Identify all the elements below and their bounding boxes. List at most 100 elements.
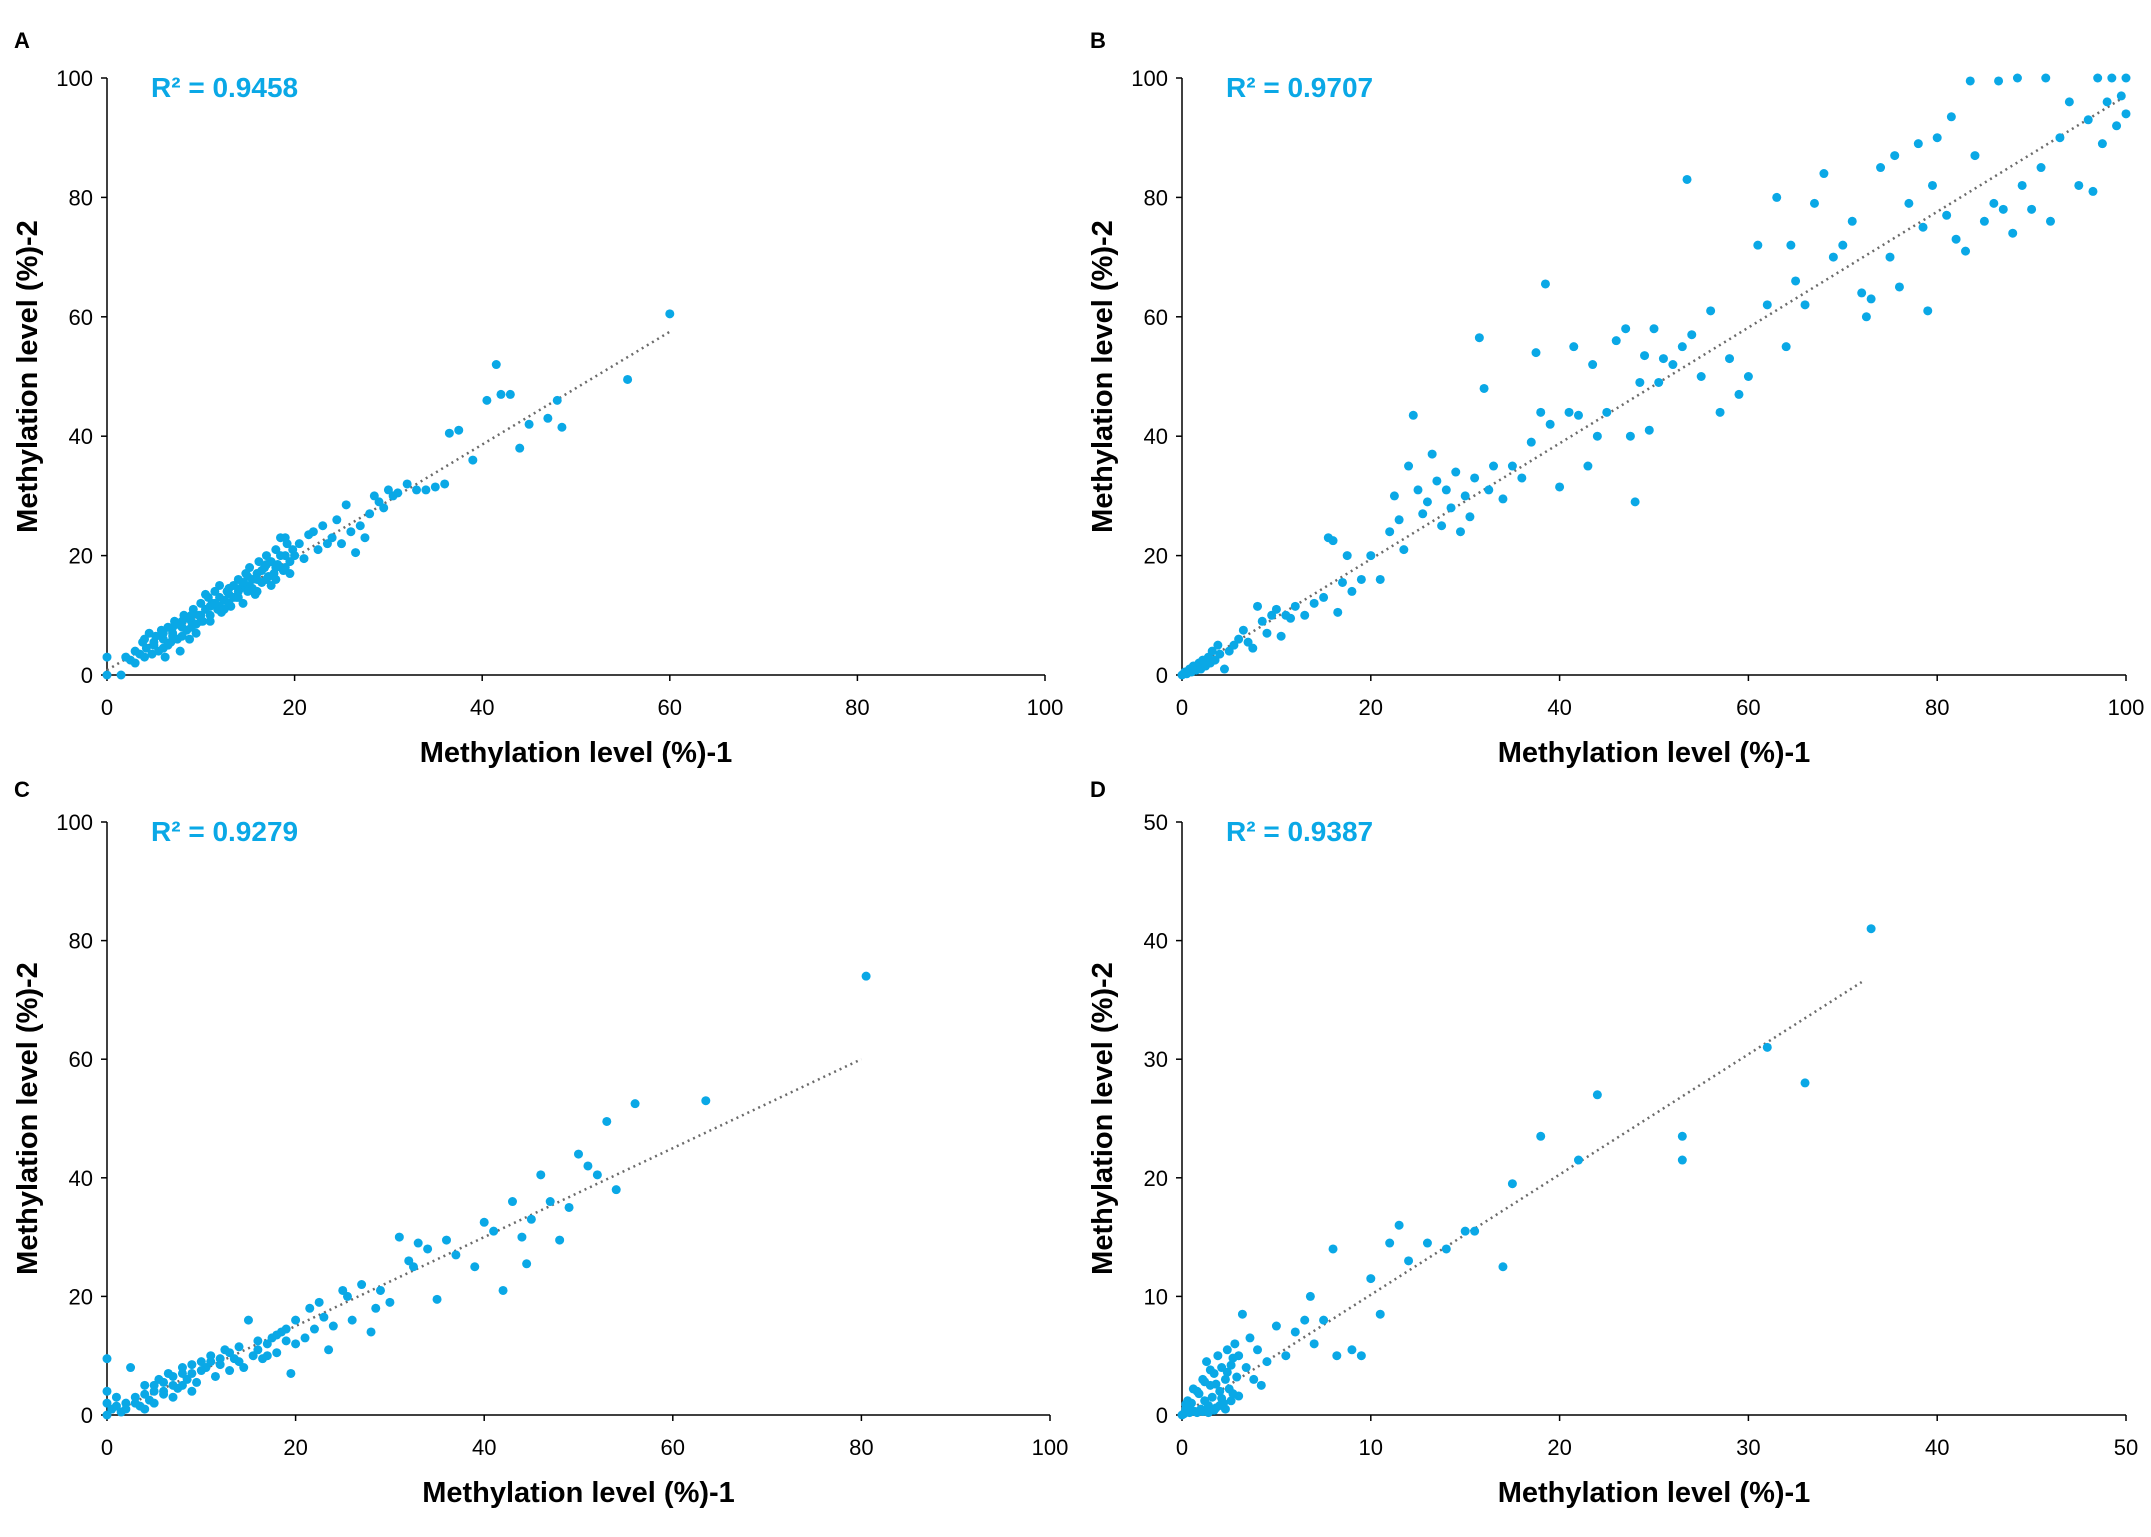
x-tick-label: 30 xyxy=(1736,1435,1760,1460)
data-point xyxy=(522,1259,532,1269)
data-point xyxy=(102,1386,112,1396)
data-point xyxy=(294,539,304,549)
data-point xyxy=(1677,1131,1687,1141)
y-tick-label: 80 xyxy=(69,929,93,954)
data-point xyxy=(257,566,267,576)
data-point xyxy=(1894,282,1904,292)
data-point xyxy=(1211,1379,1221,1389)
data-point xyxy=(1207,1392,1217,1402)
y-tick-label: 0 xyxy=(81,1403,93,1428)
data-point xyxy=(1890,151,1900,161)
y-axis-title: Methylation level (%)-2 xyxy=(1087,220,1119,533)
y-tick-label: 0 xyxy=(1156,663,1168,688)
data-point xyxy=(1385,527,1395,537)
data-point xyxy=(130,1398,140,1408)
data-point xyxy=(1366,1274,1376,1284)
data-point xyxy=(149,1398,159,1408)
data-point xyxy=(1404,461,1414,471)
data-point xyxy=(1573,1155,1583,1165)
data-point xyxy=(308,527,318,537)
data-point xyxy=(421,485,431,495)
data-point xyxy=(1989,198,1999,208)
data-point xyxy=(1319,592,1329,602)
data-point xyxy=(1460,1226,1470,1236)
data-point xyxy=(187,1386,197,1396)
data-point xyxy=(182,613,192,623)
x-tick-label: 60 xyxy=(1736,695,1760,720)
data-point xyxy=(1245,1333,1255,1343)
data-point xyxy=(1526,437,1536,447)
data-point xyxy=(1375,574,1385,584)
data-point xyxy=(1200,1377,1210,1387)
data-point xyxy=(215,1354,225,1364)
data-point xyxy=(271,563,281,573)
data-point xyxy=(1249,1374,1259,1384)
data-point xyxy=(163,640,173,650)
data-point xyxy=(1734,389,1744,399)
data-point xyxy=(1838,240,1848,250)
data-point xyxy=(102,652,112,662)
y-tick-label: 20 xyxy=(1144,544,1168,569)
data-point xyxy=(219,604,229,614)
data-point xyxy=(2074,180,2084,190)
data-point xyxy=(1536,407,1546,417)
data-point xyxy=(1179,1409,1189,1419)
data-point xyxy=(229,592,239,602)
data-point xyxy=(1309,598,1319,608)
data-point xyxy=(280,533,290,543)
data-point xyxy=(357,1280,367,1290)
data-point xyxy=(149,637,159,647)
data-point xyxy=(191,628,201,638)
data-point xyxy=(701,1096,711,1106)
data-point xyxy=(1281,1351,1291,1361)
x-tick-label: 80 xyxy=(849,1435,873,1460)
data-point xyxy=(1498,1262,1508,1272)
data-point xyxy=(1399,545,1409,555)
data-point xyxy=(225,1366,235,1376)
data-point xyxy=(1654,377,1664,387)
data-point xyxy=(1222,1345,1232,1355)
data-point xyxy=(200,589,210,599)
data-point xyxy=(1394,1220,1404,1230)
data-point xyxy=(1441,1244,1451,1254)
y-tick-label: 60 xyxy=(1144,305,1168,330)
data-point xyxy=(238,577,248,587)
data-point xyxy=(159,1386,169,1396)
data-point xyxy=(1961,246,1971,256)
data-point xyxy=(1942,210,1952,220)
data-point xyxy=(1725,354,1735,364)
data-point xyxy=(187,1360,197,1370)
trendline xyxy=(1181,981,1863,1417)
data-point xyxy=(1682,174,1692,184)
data-point xyxy=(630,1099,640,1109)
data-point xyxy=(1696,372,1706,381)
data-point xyxy=(205,616,215,626)
data-point xyxy=(515,443,525,453)
y-tick-label: 20 xyxy=(69,1284,93,1309)
data-point xyxy=(1217,1393,1227,1403)
data-point xyxy=(413,1238,423,1248)
data-point xyxy=(366,1327,376,1337)
x-axis-title: Methylation level (%)-1 xyxy=(1498,1477,1811,1509)
x-tick-label: 0 xyxy=(1176,1435,1188,1460)
data-point xyxy=(1800,300,1810,310)
y-tick-label: 100 xyxy=(1131,66,1168,91)
data-point xyxy=(1979,216,1989,226)
data-point xyxy=(2107,73,2117,83)
data-point xyxy=(1857,288,1867,298)
data-point xyxy=(168,1371,178,1381)
data-point xyxy=(2036,163,2046,173)
data-point xyxy=(1309,1339,1319,1349)
data-point xyxy=(245,563,255,573)
data-point xyxy=(210,1371,220,1381)
data-point xyxy=(347,1315,357,1325)
data-point xyxy=(1441,485,1451,495)
data-point xyxy=(440,479,450,489)
data-point xyxy=(2121,73,2131,83)
data-point xyxy=(1222,1367,1232,1377)
data-point xyxy=(543,413,553,423)
data-point xyxy=(332,515,342,525)
data-point xyxy=(592,1170,602,1180)
x-tick-label: 20 xyxy=(1547,1435,1571,1460)
data-point xyxy=(1644,425,1654,435)
